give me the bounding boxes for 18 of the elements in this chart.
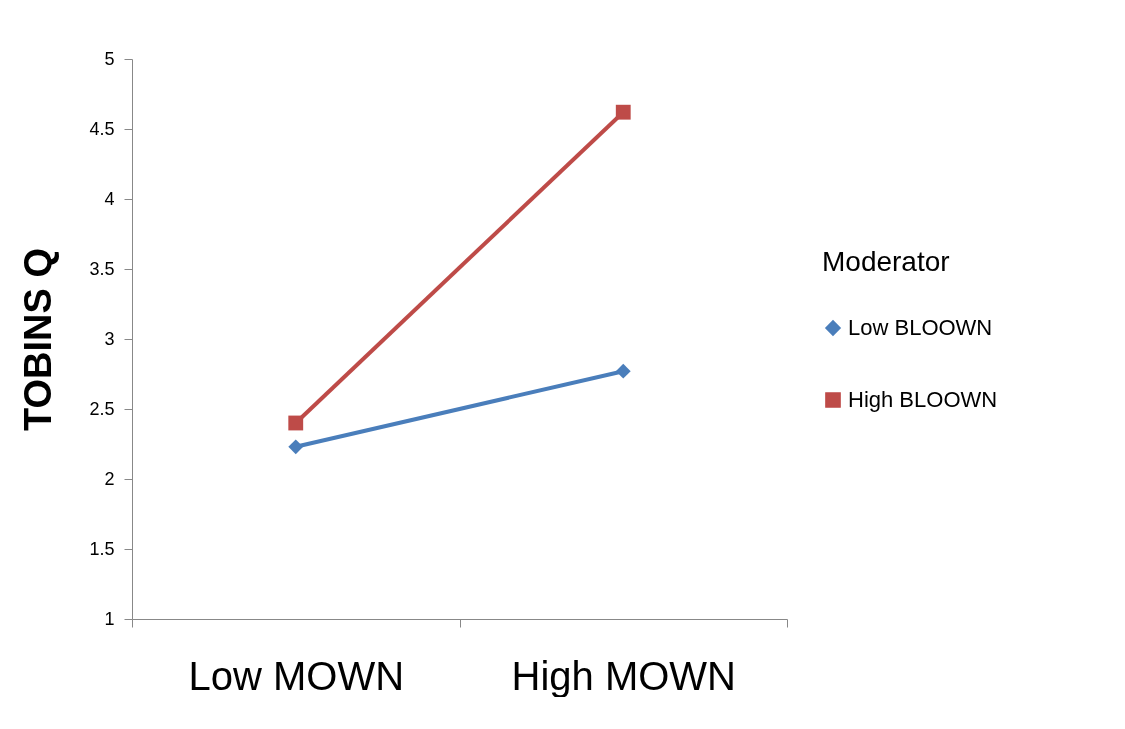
y-tick-label: 3.5 <box>89 258 115 279</box>
x-tick-label: Low MOWN <box>188 653 405 698</box>
point <box>288 415 304 431</box>
point <box>615 104 631 120</box>
y-tick-label: 1 <box>104 608 115 629</box>
y-tick-label: 4.5 <box>89 118 115 139</box>
y-tick-label: 1.5 <box>89 538 115 559</box>
y-tick-label: 4 <box>104 188 115 209</box>
point <box>288 439 304 455</box>
legend-label: High BLOOWN <box>848 387 998 412</box>
legend-title: Moderator <box>822 246 950 277</box>
y-tick-label: 2.5 <box>89 398 115 419</box>
point <box>615 363 631 379</box>
y-tick-label: 3 <box>104 328 115 349</box>
y-tick-label: 2 <box>104 468 115 489</box>
legend-label: Low BLOOWN <box>848 315 993 340</box>
y-axis-title: TOBINS Q <box>17 248 60 431</box>
y-tick-label: 5 <box>104 48 115 69</box>
